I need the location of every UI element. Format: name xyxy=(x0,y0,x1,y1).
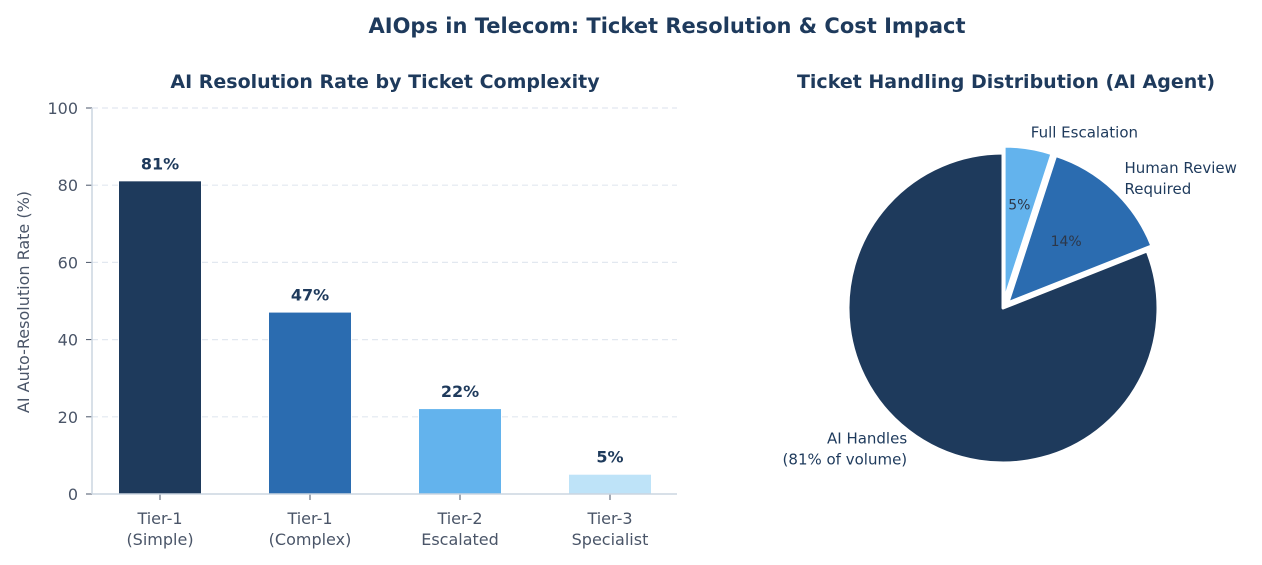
bar-value-label: 22% xyxy=(441,382,479,401)
pie-chart-slices xyxy=(846,144,1160,465)
bar-chart-x-tick-label: Escalated xyxy=(421,530,499,549)
pie-chart-title: Ticket Handling Distribution (AI Agent) xyxy=(797,71,1215,93)
bar-chart-x-tick-label: Specialist xyxy=(572,530,649,549)
bar-chart-y-axis-label: AI Auto-Resolution Rate (%) xyxy=(14,191,33,413)
bar-chart-value-labels: 81% 47% 22% 5% xyxy=(141,154,624,466)
bar-chart-y-tick-label: 100 xyxy=(47,99,78,118)
bar-value-label: 5% xyxy=(596,448,623,467)
bar-chart-title: AI Resolution Rate by Ticket Complexity xyxy=(170,71,600,93)
figure-title: AIOps in Telecom: Ticket Resolution & Co… xyxy=(369,14,966,38)
bar-value-label: 47% xyxy=(291,286,329,305)
bar-chart-bars xyxy=(119,181,651,494)
pie-category-label: Required xyxy=(1125,180,1192,198)
pie-category-label: Human Review xyxy=(1125,159,1237,177)
pie-chart-labels: 14% 5% AI Handles (81% of volume) Human Revi… xyxy=(783,124,1237,469)
bar-chart-x-tick-label: Tier-3 xyxy=(586,509,632,528)
bar-chart-y-tick-label: 40 xyxy=(58,331,78,350)
bar-chart-x-tick-label: (Simple) xyxy=(126,530,193,549)
pie-slice xyxy=(846,151,1160,465)
bar-chart-y-tick-label: 20 xyxy=(58,408,78,427)
bar-value-label: 81% xyxy=(141,154,179,173)
pie-category-label: AI Handles xyxy=(827,430,907,448)
bar xyxy=(269,312,351,494)
bar-chart-gridlines xyxy=(92,107,677,418)
bar-chart-x-tick-label: Tier-1 xyxy=(286,509,332,528)
bar-chart-y-tick-label: 80 xyxy=(58,176,78,195)
pie-percent-label: 5% xyxy=(1008,198,1030,214)
bar-chart-y-tick-label: 0 xyxy=(68,485,78,504)
pie-category-label: Full Escalation xyxy=(1031,124,1138,142)
bar-chart-x-tick-label: Tier-1 xyxy=(136,509,182,528)
pie-percent-label: 14% xyxy=(1051,234,1082,250)
pie-slice xyxy=(1006,153,1154,305)
pie-chart-panel: Ticket Handling Distribution (AI Agent) … xyxy=(783,71,1237,469)
bar-chart-panel: AI Resolution Rate by Ticket Complexity … xyxy=(14,71,677,549)
bar-chart-x-tick-label: (Complex) xyxy=(269,530,352,549)
bar-chart-x-tick-label: Tier-2 xyxy=(436,509,482,528)
bar-chart-x-ticks: Tier-1 (Simple) Tier-1 (Complex) Tier-2 Escal… xyxy=(126,494,648,549)
bar xyxy=(569,474,651,494)
pie-category-label: (81% of volume) xyxy=(783,451,908,469)
bar xyxy=(419,409,501,494)
bar-chart-y-ticks: 0 20 40 60 80 100 xyxy=(47,99,92,504)
pie-slice xyxy=(1002,144,1054,303)
bar xyxy=(119,181,201,494)
bar-chart-y-tick-label: 60 xyxy=(58,253,78,272)
